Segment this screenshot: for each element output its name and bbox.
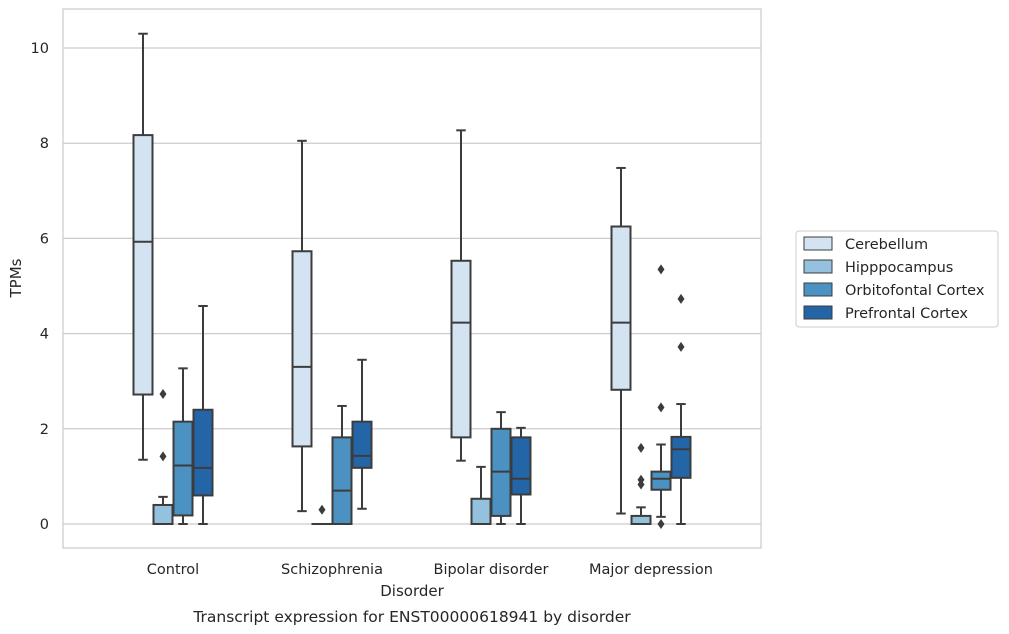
plot-area-frame: [62, 8, 762, 549]
legend: Cerebellum Hipppocampus Orbitofontal Corte…: [795, 230, 999, 328]
outlier-point: [657, 402, 665, 413]
legend-label: Prefrontal Cortex: [845, 306, 968, 322]
box-iqr: [291, 250, 313, 448]
box-iqr: [351, 420, 373, 469]
legend-swatch: [803, 259, 833, 274]
outlier-point: [318, 504, 326, 515]
legend-label: Cerebellum: [845, 237, 928, 253]
legend-swatch: [803, 236, 833, 251]
legend-label: Hipppocampus: [845, 260, 953, 276]
y-tick-label: 8: [40, 136, 49, 152]
box-iqr: [192, 408, 214, 497]
box-2-3: [510, 426, 532, 525]
legend-frame: [795, 230, 999, 328]
box-iqr: [470, 497, 492, 526]
y-axis-title: TPMs: [7, 258, 25, 298]
legend-swatch: [803, 305, 833, 320]
y-tick-label: 6: [40, 231, 49, 247]
box-2-2: [490, 411, 512, 525]
box-2-1: [470, 465, 492, 526]
box-iqr: [450, 259, 472, 439]
box-iqr: [510, 436, 532, 496]
box-iqr: [670, 435, 692, 479]
outlier-point: [677, 341, 685, 352]
box-iqr: [331, 436, 353, 526]
x-tick-label: Bipolar disorder: [434, 562, 549, 578]
outlier-point: [159, 389, 167, 400]
x-tick-label: Major depression: [589, 562, 713, 578]
outlier-point: [159, 451, 167, 462]
box-series: [132, 32, 692, 529]
box-iqr: [172, 420, 194, 517]
box-0-0: [132, 32, 154, 461]
box-3-1: [630, 442, 652, 526]
outlier-point: [677, 293, 685, 304]
x-tick-labels: Control Schizophrenia Bipolar disorder Majo…: [147, 562, 713, 578]
box-3-3: [670, 293, 692, 525]
box-1-1: [311, 504, 333, 526]
box-1-2: [331, 404, 353, 526]
x-axis-title: Disorder: [380, 582, 444, 600]
outlier-point: [637, 442, 645, 453]
outlier-point: [657, 264, 665, 275]
chart-caption: Transcript expression for ENST0000061894…: [192, 608, 631, 626]
box-iqr: [152, 503, 174, 525]
y-tick-label: 4: [40, 327, 49, 343]
y-tick-label: 10: [31, 41, 49, 57]
grid-lines: [63, 47, 761, 525]
box-0-3: [192, 304, 214, 525]
x-tick-label: Control: [147, 562, 199, 578]
box-2-0: [450, 129, 472, 462]
box-3-0: [610, 166, 632, 515]
box-3-2: [650, 264, 672, 529]
box-1-3: [351, 358, 373, 510]
box-0-2: [172, 367, 194, 525]
y-tick-labels: 0 2 4 6 8 10: [31, 41, 49, 533]
outlier-point: [657, 519, 665, 529]
outlier-point: [637, 474, 645, 485]
box-iqr: [650, 470, 672, 491]
box-0-1: [152, 389, 174, 525]
box-1-0: [291, 139, 313, 513]
box-iqr: [610, 225, 632, 391]
box-iqr: [630, 514, 652, 526]
y-tick-label: 2: [40, 422, 49, 438]
legend-swatch: [803, 282, 833, 297]
box-iqr: [132, 134, 154, 396]
x-tick-label: Schizophrenia: [281, 562, 383, 578]
y-tick-label: 0: [40, 517, 49, 533]
legend-label: Orbitofontal Cortex: [845, 283, 985, 299]
